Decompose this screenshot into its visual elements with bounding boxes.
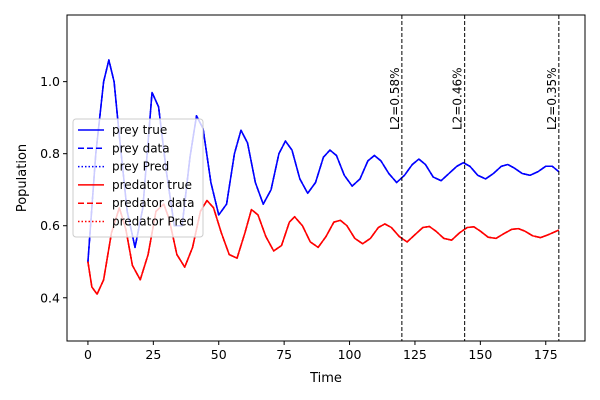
series-line-prey-pred [87, 59, 560, 262]
legend-label-prey-data: prey data [112, 141, 170, 155]
legend: prey true prey data prey Pred predator true… [72, 118, 204, 238]
y-tick-label: 0.4 [40, 290, 60, 305]
l2-annotation: L2=0.58% [388, 68, 402, 131]
x-tick-label: 75 [276, 347, 292, 362]
ticks-layer: 0 25 50 75 100 125 150 175 0.4 0.6 0.8 1.0 [40, 74, 558, 362]
x-tick-label: 50 [211, 347, 227, 362]
x-axis-label: Time [309, 371, 342, 386]
legend-label-prey-pred: prey Pred [112, 160, 169, 174]
l2-annotation: L2=0.46% [451, 68, 465, 131]
l2-annotation: L2=0.35% [545, 68, 559, 131]
legend-label-predator-true: predator true [112, 178, 192, 192]
y-tick-label: 1.0 [40, 74, 60, 89]
y-tick-label: 0.8 [40, 146, 60, 161]
legend-label-prey-true: prey true [112, 123, 167, 137]
x-tick-label: 150 [468, 347, 492, 362]
x-tick-label: 125 [403, 347, 427, 362]
x-tick-label: 100 [338, 347, 362, 362]
y-tick-label: 0.6 [40, 218, 60, 233]
x-tick-label: 25 [145, 347, 161, 362]
x-tick-label: 175 [534, 347, 558, 362]
legend-label-predator-pred: predator Pred [112, 215, 194, 229]
legend-label-predator-data: predator data [112, 196, 194, 210]
plot-frame [66, 14, 586, 342]
vertical-lines-layer: L2=0.58% L2=0.46% L2=0.35% [388, 15, 560, 341]
x-tick-label: 0 [84, 347, 92, 362]
y-axis-label: Population [15, 144, 30, 212]
legend-box [72, 118, 204, 238]
